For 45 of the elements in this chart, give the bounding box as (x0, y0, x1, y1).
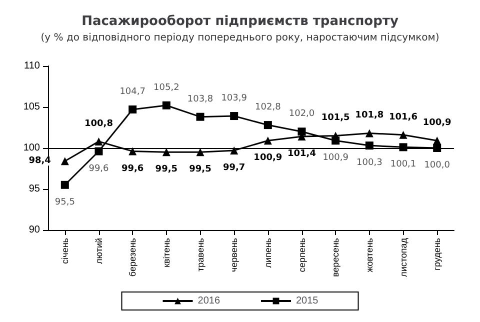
data-label: 100,8 (84, 118, 113, 129)
chart-subtitle: (у % до відповідного періоду попереднього року, наростаючим підсумком) (40, 32, 440, 44)
y-tick-label: 90 (28, 224, 40, 236)
x-tick-label: квітень (161, 238, 172, 268)
x-tick-label: липень (262, 238, 273, 268)
x-tick-label: грудень (432, 238, 442, 270)
data-label: 101,5 (321, 113, 350, 124)
data-label: 101,6 (389, 112, 418, 122)
x-tick-label: серпень (296, 238, 307, 272)
data-label: 103,9 (221, 94, 248, 104)
data-label: 101,8 (355, 110, 384, 121)
y-tick-label: 110 (24, 60, 40, 72)
chart-title: Пасажирооборот підприємств транспорту (82, 14, 399, 29)
y-tick-label: 100 (23, 142, 40, 154)
x-tick-label: листопад (398, 237, 408, 277)
data-label: 98,4 (28, 156, 51, 166)
x-tick-label: червень (229, 238, 240, 272)
x-tick-label: січень (60, 238, 70, 264)
data-label: 99,6 (121, 164, 144, 174)
data-label: 100,0 (424, 160, 450, 170)
data-label: 100,3 (356, 158, 382, 168)
data-label: 99,5 (189, 164, 212, 175)
data-label: 102,8 (255, 102, 282, 113)
data-label: 100,9 (322, 153, 349, 164)
legend-label: 2015 (296, 296, 319, 306)
data-label: 100,9 (422, 118, 452, 128)
data-label: 99,6 (88, 164, 110, 174)
data-label: 105,2 (154, 82, 180, 93)
data-label: 101,4 (288, 149, 316, 160)
data-label: 95,5 (54, 197, 75, 208)
y-tick-label: 95 (28, 184, 40, 194)
x-tick-label: лютий (94, 238, 104, 264)
x-tick-label: вересень (330, 238, 341, 277)
x-tick-label: березень (128, 238, 138, 277)
y-tick-label: 105 (23, 102, 40, 112)
data-label: 103,8 (187, 94, 214, 104)
data-label: 100,1 (390, 160, 416, 170)
data-label: 99,5 (155, 164, 178, 175)
data-label: 102,0 (288, 109, 315, 120)
data-label: 104,7 (120, 86, 146, 97)
data-label: 100,9 (254, 153, 282, 164)
legend-label: 2016 (198, 296, 220, 306)
x-tick-label: жовтень (364, 238, 374, 272)
data-label: 99,7 (222, 162, 246, 173)
x-tick-label: травень (195, 238, 206, 272)
